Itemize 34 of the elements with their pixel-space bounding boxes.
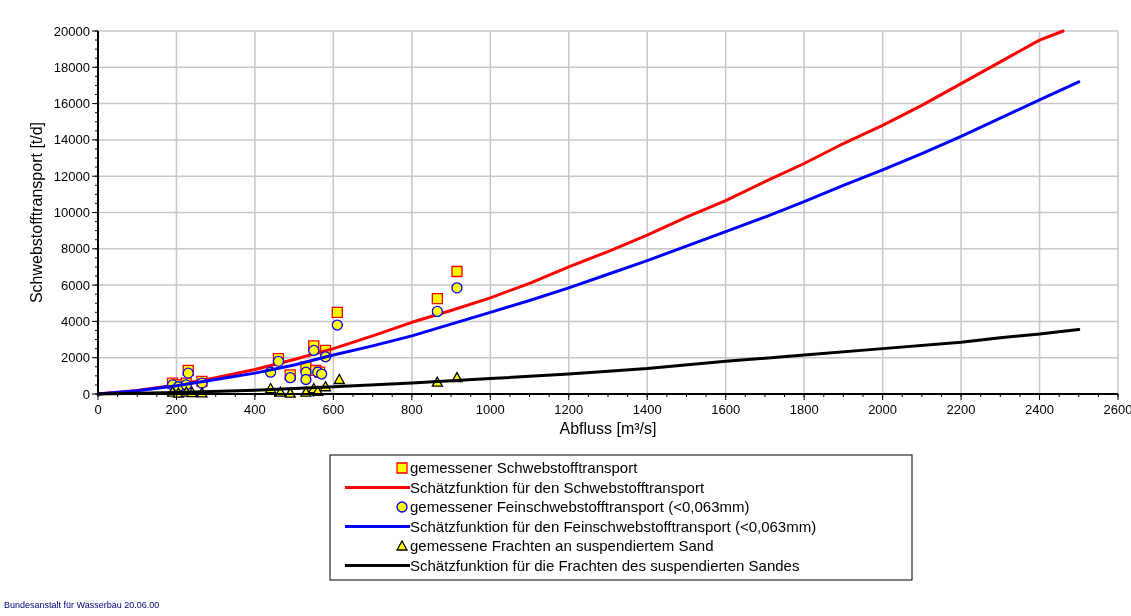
x-tick-label: 1800 [789, 402, 819, 417]
x-tick-label: 2400 [1025, 402, 1054, 417]
x-tick-label: 1400 [632, 402, 662, 417]
legend-label: Schätzfunktion für den Schwebstofftransport [410, 478, 705, 496]
y-tick-label: 6000 [61, 277, 90, 293]
y-tick-label: 14000 [53, 132, 90, 148]
legend-label: Schätzfunktion für die Frachten des suspendierten Sandes [410, 556, 800, 574]
x-tick-label: 0 [94, 402, 102, 417]
text: Bundesanstalt für Wasserbau 20.06.00 [4, 600, 160, 610]
x-tick-label: 200 [165, 402, 188, 417]
legend-label: gemessener Schwebstofftransport [410, 459, 639, 476]
x-tick-label: 2200 [946, 402, 976, 417]
y-tick-label: 10000 [53, 205, 90, 220]
y-tick-label: 8000 [61, 241, 90, 257]
legend-label: Schätzfunktion für den Feinschwebstofftransport (<0,063mm) [410, 517, 817, 535]
x-axis-title: Abfluss [m³/s] [559, 420, 657, 437]
y-tick-label: 0 [82, 386, 90, 402]
legend-label: gemessener Feinschwebstofftransport (<0,063mm) [410, 498, 750, 515]
y-tick-label: 4000 [61, 313, 90, 329]
y-tick-label: 18000 [53, 59, 90, 75]
x-tick-label: 2600 [1103, 402, 1131, 417]
x-tick-label: 1000 [475, 402, 505, 417]
y-axis-title: Schwebstofftransport [t/d] [28, 121, 45, 304]
x-tick-label: 600 [322, 402, 345, 417]
legend-label: gemessene Frachten an suspendiertem Sand [410, 537, 714, 554]
x-tick-label: 1600 [711, 402, 741, 417]
y-tick-label: 20000 [53, 23, 90, 39]
x-tick-label: 2000 [868, 402, 898, 417]
x-tick-label: 400 [244, 402, 266, 417]
y-tick-label: 12000 [53, 168, 90, 184]
x-tick-label: 1200 [554, 402, 584, 417]
y-tick-label: 16000 [53, 96, 90, 112]
y-tick-label: 2000 [61, 350, 90, 366]
x-tick-label: 800 [400, 402, 423, 417]
